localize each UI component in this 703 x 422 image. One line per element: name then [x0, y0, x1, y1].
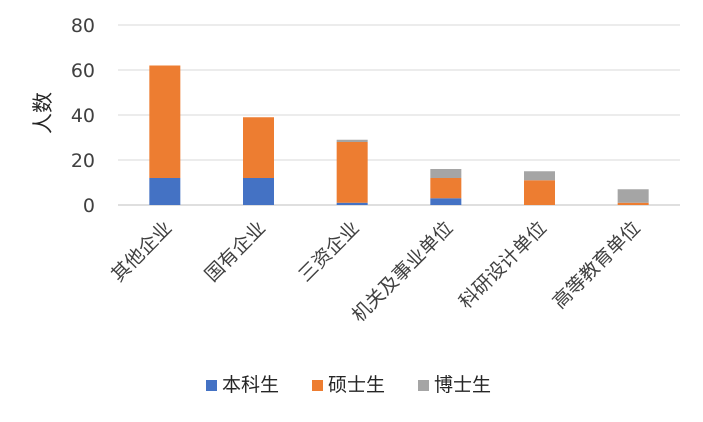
bar-segment — [243, 178, 274, 205]
gridlines — [118, 24, 680, 206]
bar-segment — [336, 139, 368, 142]
bar-segment — [524, 180, 555, 205]
y-tick-label: 0 — [83, 195, 95, 217]
bar-segment — [149, 65, 181, 178]
bars — [149, 65, 649, 205]
legend-swatch — [206, 380, 217, 391]
y-tick-label: 80 — [71, 15, 95, 37]
legend-label: 博士生 — [434, 374, 491, 396]
legend-swatch — [418, 380, 429, 391]
x-category-label: 国有企业 — [201, 217, 270, 286]
legend: 本科生 硕士生 博士生 — [206, 374, 491, 396]
bar-segment — [617, 189, 649, 203]
bar-segment — [430, 169, 462, 178]
bar-segment — [430, 178, 462, 199]
bar-segment — [430, 198, 462, 205]
bar-segment — [524, 171, 555, 181]
y-tick-labels: 0 20 40 60 80 — [71, 15, 95, 217]
legend-label: 硕士生 — [328, 374, 385, 396]
bar-segment — [617, 202, 649, 205]
bar-segment — [243, 117, 274, 178]
x-category-label: 其他企业 — [107, 217, 176, 286]
bar-segment — [336, 142, 368, 203]
y-axis-label: 人数 — [31, 92, 55, 134]
y-tick-label: 60 — [71, 60, 95, 82]
legend-label: 本科生 — [222, 374, 279, 396]
y-tick-label: 20 — [71, 150, 95, 172]
bar-segment — [336, 202, 368, 205]
x-category-label: 三资企业 — [294, 217, 363, 286]
bar-segment — [149, 178, 181, 205]
y-tick-label: 40 — [71, 105, 95, 127]
legend-swatch — [312, 380, 323, 391]
x-category-label: 高等教育单位 — [549, 217, 645, 313]
x-category-label: 机关及事业单位 — [348, 217, 458, 327]
x-category-label: 科研设计单位 — [455, 217, 551, 313]
